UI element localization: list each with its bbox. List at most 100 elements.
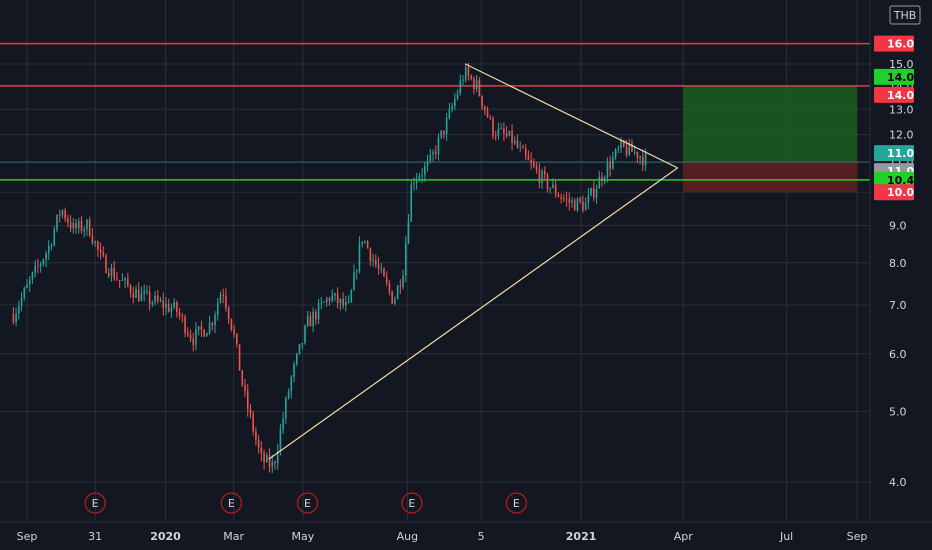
- candle-body: [61, 210, 64, 216]
- candle-body: [410, 184, 413, 222]
- candle-body: [467, 67, 470, 76]
- candle-body: [522, 146, 524, 149]
- candle-body: [214, 314, 216, 326]
- candle-body: [271, 462, 274, 467]
- candle-body: [173, 301, 175, 308]
- candle-body: [72, 223, 75, 229]
- price-tick-label: 7.0: [889, 299, 907, 312]
- candle-body: [391, 291, 393, 304]
- candle-body: [184, 316, 186, 333]
- candle-body: [129, 285, 132, 294]
- candle-body: [135, 289, 137, 298]
- price-tag-box: [874, 35, 914, 52]
- price-tags: 16.014.014.011.011.010.410.0: [874, 35, 914, 201]
- candle-body: [402, 275, 404, 287]
- candle-body: [143, 291, 145, 294]
- candle-body: [107, 272, 110, 277]
- candle-body: [206, 333, 208, 337]
- candle-body: [80, 220, 83, 232]
- candle-body: [620, 140, 622, 149]
- candle-body: [200, 326, 203, 330]
- time-axis[interactable]: Sep 31 2020 Mar May Aug 5 2021 Apr Jul Sep: [17, 530, 868, 543]
- candle-body: [508, 130, 511, 136]
- earnings-marker-circle[interactable]: [401, 492, 423, 514]
- earnings-marker-circle[interactable]: [84, 492, 106, 514]
- candle-body: [350, 290, 353, 302]
- candle-body: [211, 323, 214, 326]
- candle-body: [557, 194, 560, 197]
- candle-body: [459, 80, 462, 94]
- candle-body: [394, 299, 396, 304]
- candle-body: [91, 235, 94, 244]
- candle-body: [500, 128, 502, 130]
- triangle-pattern[interactable]: [268, 63, 678, 460]
- earnings-marker-label: E: [228, 497, 235, 510]
- candle-body: [328, 298, 331, 301]
- earnings-marker-circle[interactable]: [296, 492, 319, 514]
- candle-body: [628, 143, 631, 155]
- price-tick-label: 13.0: [889, 103, 914, 116]
- candle-body: [276, 451, 279, 464]
- candle-body: [266, 455, 268, 463]
- candle-body: [31, 272, 34, 280]
- candle-body: [358, 243, 361, 272]
- price-tag-label: 10.4: [887, 174, 914, 187]
- candle-body: [88, 219, 91, 236]
- candle-body: [102, 252, 105, 256]
- candle-body: [598, 176, 601, 189]
- price-tag-box: [874, 184, 914, 201]
- candle-body: [244, 385, 246, 391]
- candle-body: [554, 184, 557, 195]
- candle-body: [113, 267, 116, 279]
- candle-body: [75, 223, 77, 229]
- candle-body: [67, 218, 69, 223]
- triangle-upper-line[interactable]: [465, 63, 678, 169]
- candle-body: [325, 298, 328, 303]
- candle-body: [345, 301, 347, 306]
- candle-body: [334, 293, 336, 296]
- candle-body: [64, 210, 66, 219]
- earnings-marker-circle[interactable]: [505, 492, 527, 514]
- candle-body: [37, 265, 39, 267]
- candle-body: [77, 220, 80, 229]
- candle-body: [181, 315, 184, 317]
- candle-body: [383, 268, 385, 277]
- candle-body: [86, 219, 88, 230]
- price-tag-label: 14.0: [887, 71, 914, 84]
- candle-body: [565, 198, 568, 200]
- earnings-marker-label: E: [304, 497, 311, 510]
- candle-body: [186, 332, 189, 335]
- triangle-lower-line[interactable]: [268, 167, 678, 460]
- price-tag-box: [874, 171, 914, 188]
- candle-body: [366, 241, 369, 249]
- candle-body: [110, 267, 113, 277]
- candle-body: [255, 431, 257, 440]
- candle-body: [287, 391, 290, 399]
- candle-body: [26, 284, 28, 289]
- candle-body: [503, 128, 505, 134]
- candle-body: [97, 241, 99, 250]
- candle-body: [178, 312, 181, 316]
- candle-body: [121, 280, 124, 282]
- candle-body: [560, 196, 562, 199]
- candle-body: [617, 148, 620, 150]
- candle-body: [105, 255, 107, 273]
- candle-body: [516, 140, 519, 148]
- earnings-marker-circle[interactable]: [220, 492, 242, 514]
- candle-body: [426, 161, 429, 166]
- candle-body: [45, 253, 47, 260]
- candle-body: [249, 408, 252, 414]
- horizontal-levels[interactable]: [0, 42, 870, 181]
- candle-body: [369, 248, 372, 261]
- candle-body: [295, 353, 298, 364]
- candle-body: [195, 329, 197, 345]
- currency-badge[interactable]: THB: [889, 5, 921, 25]
- price-tick-label: 15.0: [889, 58, 914, 71]
- candle-body: [238, 344, 241, 371]
- candle-body: [170, 307, 173, 312]
- candle-body: [454, 98, 456, 107]
- candle-body: [285, 398, 287, 419]
- time-tick-label: Sep: [17, 530, 38, 543]
